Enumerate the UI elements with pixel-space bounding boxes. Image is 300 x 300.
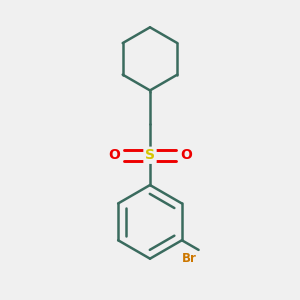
Text: O: O — [108, 148, 120, 162]
Text: S: S — [145, 148, 155, 162]
Text: Br: Br — [182, 252, 197, 265]
Text: O: O — [180, 148, 192, 162]
